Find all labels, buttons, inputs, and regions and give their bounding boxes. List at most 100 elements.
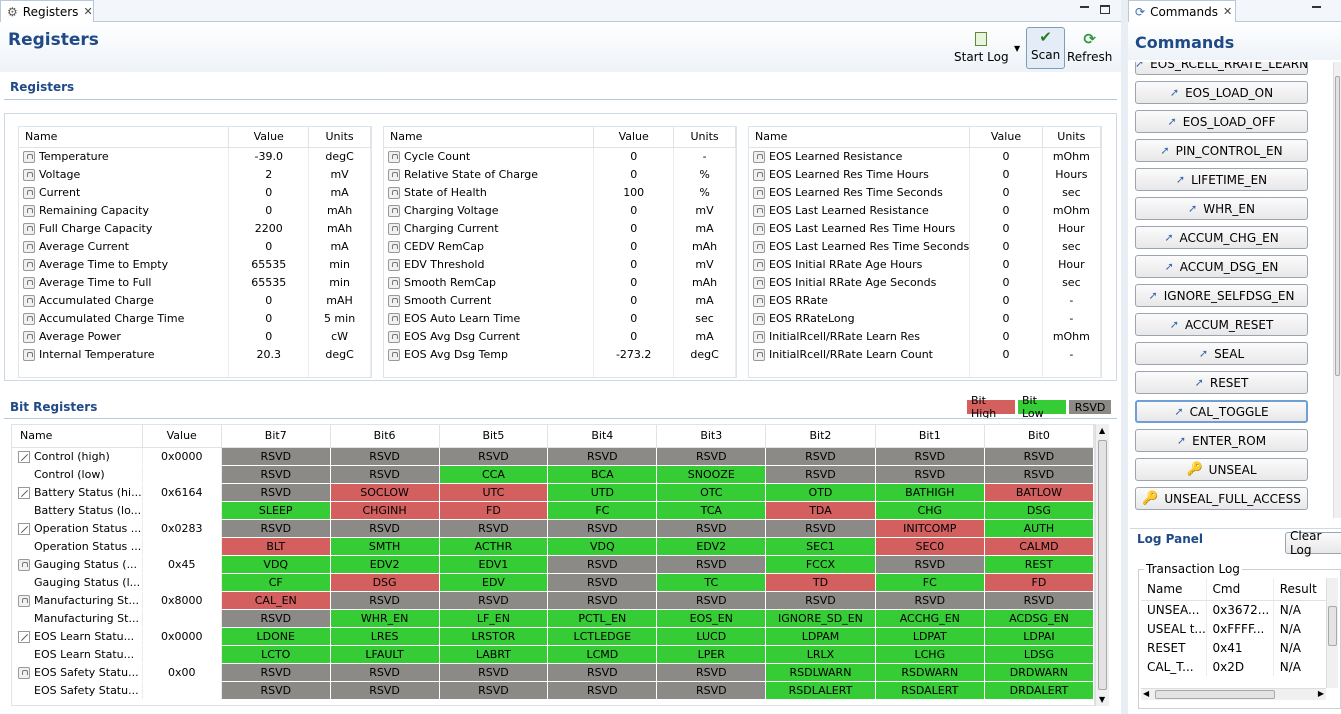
bit-cell[interactable]: RSVD xyxy=(984,447,1094,466)
bit-cell[interactable]: RSVD xyxy=(330,519,440,538)
bit-cell[interactable]: RSVD xyxy=(984,465,1094,484)
bit-cell[interactable]: DSG xyxy=(330,573,440,592)
column-header-name[interactable]: Name xyxy=(1141,578,1207,601)
bit-cell[interactable]: LRES xyxy=(330,627,440,646)
log-row[interactable]: USEAL t... 0xFFFF... N/A xyxy=(1141,619,1326,638)
bit-cell[interactable]: INITCOMP xyxy=(875,519,985,538)
register-row[interactable]: EOS Last Learned Resistance 0 mOhm xyxy=(749,201,1102,219)
bit-cell[interactable]: SNOOZE xyxy=(656,465,767,484)
bit-cell[interactable]: LCMD xyxy=(547,645,658,664)
register-row[interactable]: Smooth RemCap 0 mAh xyxy=(384,273,736,291)
bit-cell[interactable]: RSVD xyxy=(330,663,440,682)
bit-cell[interactable]: RSVD xyxy=(656,681,767,700)
bit-cell[interactable]: RSVD xyxy=(221,447,331,466)
column-header-bit5[interactable]: Bit5 xyxy=(439,425,549,448)
scroll-right-icon[interactable]: ▶ xyxy=(1317,689,1324,698)
bit-cell[interactable]: RSVD xyxy=(547,573,658,592)
minimize-icon[interactable] xyxy=(1078,3,1090,15)
bit-cell[interactable]: EOS_EN xyxy=(656,609,767,628)
bit-cell[interactable]: RSVD xyxy=(439,681,549,700)
bit-cell[interactable]: CCA xyxy=(439,465,549,484)
register-row[interactable]: EOS Learned Res Time Seconds 0 sec xyxy=(749,183,1102,201)
scan-button[interactable]: ✔ Scan xyxy=(1026,27,1066,69)
bit-cell[interactable]: RSVD xyxy=(330,681,440,700)
bit-cell[interactable]: RSVD xyxy=(221,483,331,502)
bit-cell[interactable]: RSVD xyxy=(765,447,876,466)
commands-scrollbar[interactable] xyxy=(1333,62,1341,518)
bit-cell[interactable]: SEC0 xyxy=(875,537,985,556)
edit-icon[interactable] xyxy=(18,450,30,463)
bit-cell[interactable]: RSDALERT xyxy=(875,681,985,700)
bit-cell[interactable]: WHR_EN xyxy=(330,609,440,628)
bit-register-row[interactable]: Control (high) 0x0000 RSVD RSVD RSVD RSVD RSVD… xyxy=(12,447,1094,466)
bit-cell[interactable]: CALMD xyxy=(984,537,1094,556)
scroll-thumb[interactable] xyxy=(1098,440,1107,690)
bit-cell[interactable]: CF xyxy=(221,573,331,592)
register-row[interactable]: Smooth Current 0 mA xyxy=(384,291,736,309)
column-header-cmd[interactable]: Cmd xyxy=(1206,578,1274,601)
bit-cell[interactable]: RSVD xyxy=(330,465,440,484)
bit-cell[interactable]: FC xyxy=(875,573,985,592)
bit-cell[interactable]: RSVD xyxy=(439,663,549,682)
command-button-eos-rcell-rrate-learn[interactable]: ➚ EOS_RCELL_RRATE_LEARN xyxy=(1135,62,1308,75)
edit-icon[interactable] xyxy=(18,630,30,643)
bit-cell[interactable]: LABRT xyxy=(439,645,549,664)
register-row[interactable]: Cycle Count 0- xyxy=(384,147,736,165)
register-row[interactable]: EOS RRateLong 0- xyxy=(749,309,1102,327)
register-row[interactable]: Charging Current 0 mA xyxy=(384,219,736,237)
column-header-bit4[interactable]: Bit4 xyxy=(547,425,658,448)
column-header-bit7[interactable]: Bit7 xyxy=(221,425,331,448)
column-header-name[interactable]: Name xyxy=(19,127,230,148)
column-header-name[interactable]: Name xyxy=(749,127,971,148)
bit-cell[interactable]: RSVD xyxy=(221,519,331,538)
register-row[interactable]: EOS Avg Dsg Temp -273.2 degC xyxy=(384,345,736,363)
bit-register-row[interactable]: Operation Status ... BLT SMTH ACTHR VDQ EDV2 S… xyxy=(12,537,1094,556)
column-header-units[interactable]: Units xyxy=(673,127,736,148)
bit-cell[interactable]: LCTO xyxy=(221,645,331,664)
log-row[interactable]: RESET 0x41 N/A xyxy=(1141,638,1326,657)
bit-cell[interactable]: DRDALERT xyxy=(984,681,1094,700)
command-button-unseal[interactable]: 🔑 UNSEAL xyxy=(1135,458,1308,481)
register-row[interactable]: InitialRcell/RRate Learn Count 0- xyxy=(749,345,1102,363)
bit-cell[interactable]: LF_EN xyxy=(439,609,549,628)
scroll-down-icon[interactable]: ▼ xyxy=(1099,695,1106,704)
bit-cell[interactable]: RSVD xyxy=(547,447,658,466)
edit-icon[interactable] xyxy=(18,486,30,499)
refresh-button[interactable]: ⟳ Refresh xyxy=(1067,30,1112,70)
register-row[interactable]: EOS Initial RRate Age Hours 0 Hour xyxy=(749,255,1102,273)
bit-cell[interactable]: RSVD xyxy=(221,465,331,484)
bit-cell[interactable]: RSDLALERT xyxy=(765,681,876,700)
command-button-eos-load-off[interactable]: ➚ EOS_LOAD_OFF xyxy=(1135,110,1308,133)
register-row[interactable]: Current 0 mA xyxy=(19,183,371,201)
column-header-bit1[interactable]: Bit1 xyxy=(875,425,985,448)
pane-splitter[interactable] xyxy=(1121,0,1128,714)
column-header-units[interactable]: Units xyxy=(308,127,371,148)
bit-cell[interactable]: RSVD xyxy=(875,591,985,610)
bit-cell[interactable]: TCA xyxy=(656,501,767,520)
log-hscroll[interactable]: ◀ ▶ xyxy=(1141,688,1326,700)
column-header-name[interactable]: Name xyxy=(384,127,595,148)
column-header-bit3[interactable]: Bit3 xyxy=(656,425,767,448)
register-row[interactable]: EOS Last Learned Res Time Hours 0 Hour xyxy=(749,219,1102,237)
bit-cell[interactable]: BCA xyxy=(547,465,658,484)
bit-cell[interactable]: OTD xyxy=(765,483,876,502)
bit-cell[interactable]: CAL_EN xyxy=(221,591,331,610)
command-button-enter-rom[interactable]: ➚ ENTER_ROM xyxy=(1135,429,1308,452)
bit-cell[interactable]: RSVD xyxy=(765,591,876,610)
command-button-cal-toggle[interactable]: ➚ CAL_TOGGLE xyxy=(1135,400,1308,423)
column-header-result[interactable]: Result xyxy=(1273,578,1326,601)
bit-cell[interactable]: CHGINH xyxy=(330,501,440,520)
bit-cell[interactable]: RSVD xyxy=(547,519,658,538)
bit-register-row[interactable]: Battery Status (lo... SLEEP CHGINH FD FC TCA T… xyxy=(12,501,1094,520)
bit-register-row[interactable]: Gauging Status (l... CF DSG EDV RSVD TC TD FC FD xyxy=(12,573,1094,592)
bit-cell[interactable]: OTC xyxy=(656,483,767,502)
register-row[interactable]: Charging Voltage 0 mV xyxy=(384,201,736,219)
bit-cell[interactable]: RSVD xyxy=(547,681,658,700)
bit-cell[interactable]: RSVD xyxy=(875,465,985,484)
log-row[interactable]: CAL_T... 0x2D N/A xyxy=(1141,657,1326,676)
bit-cell[interactable]: LDPAI xyxy=(984,627,1094,646)
register-row[interactable]: Accumulated Charge Time 0 5 min xyxy=(19,309,371,327)
command-button-unseal-full-access[interactable]: 🔑 UNSEAL_FULL_ACCESS xyxy=(1135,487,1308,510)
command-button-ignore-selfdsg-en[interactable]: ➚ IGNORE_SELFDSG_EN xyxy=(1135,284,1308,307)
bit-cell[interactable]: BLT xyxy=(221,537,331,556)
